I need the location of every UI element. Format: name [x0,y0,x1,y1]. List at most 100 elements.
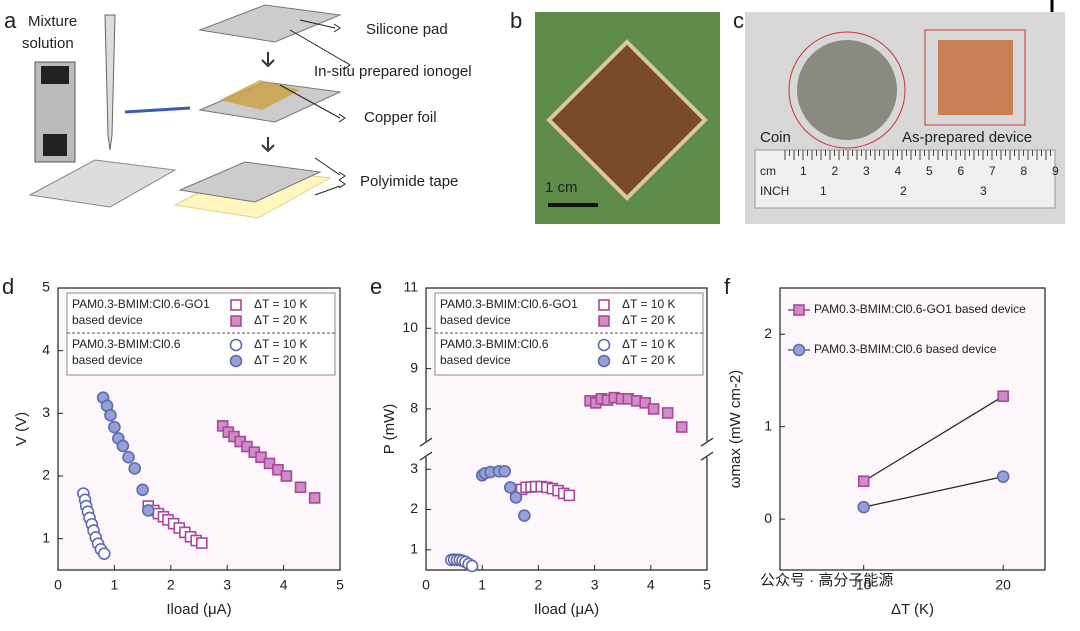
marker [598,315,610,327]
label: c [733,8,744,33]
label: ΔT = 20 K [622,353,676,367]
label: 1 cm [545,179,578,196]
marker [857,500,870,514]
axis-break [419,437,433,461]
label: Polyimide tape [360,173,458,190]
marker [857,475,870,488]
label: 0 [764,510,772,526]
marker [122,450,135,464]
marker [661,407,674,419]
label: 8 [1021,164,1028,178]
label: Iload (μA) [534,601,599,618]
label: 3 [42,404,50,420]
marker [598,299,610,311]
marker [503,481,517,494]
label: Iload (μA) [166,601,231,618]
label: 5 [336,577,344,593]
label: 4 [280,577,288,593]
label: PAM0.3-BMIM:Cl0.6-GO1 based device [814,302,1026,316]
label: ΔT = 10 K [622,337,676,351]
label: 0 [54,577,62,593]
label: 3 [591,577,599,593]
series-line [863,395,1004,482]
label: 2 [764,325,772,341]
arrowhead [338,113,346,123]
label: f [724,274,731,299]
label: ΔT = 10 K [622,297,676,311]
label: PAM0.3-BMIM:Cl0.6-GO1 [440,297,578,311]
marker [793,304,805,316]
label: P (mW) [381,404,398,455]
label: 1 [820,184,827,198]
label: PAM0.3-BMIM:Cl0.6 [440,337,549,351]
marker [229,338,243,352]
label: a [4,8,17,33]
marker [597,354,611,368]
label: d [2,274,14,299]
marker [196,537,208,549]
label: ΔT = 10 K [254,297,308,311]
marker [675,421,688,433]
label: Mixture [28,13,77,30]
label: 1 [478,577,486,593]
marker [263,457,276,470]
marker [97,547,111,561]
arrowhead [338,171,346,181]
axis-frame [779,287,1046,571]
label: based device [440,313,511,327]
label: 9 [410,359,418,375]
label: 3 [980,184,987,198]
label: In-situ prepared ionogel [314,63,472,80]
label: Coin [760,129,791,146]
marker [272,463,284,476]
arrowhead [343,60,351,70]
label: cm [760,164,776,178]
label: 3 [223,577,231,593]
legend-box [434,292,704,376]
label: 10 [856,577,872,593]
panel-a-art [28,4,346,219]
label: ωmax (mW cm-2) [727,370,744,488]
label: 1 [42,529,50,545]
label: PAM0.3-BMIM:Cl0.6 based device [814,342,997,356]
panel-c-art [745,0,1065,224]
label: 20 [995,577,1011,593]
marker [229,354,243,368]
marker [104,408,117,422]
label: 10 [402,319,418,335]
label: based device [72,353,143,367]
label: 5 [703,577,711,593]
label: V (V) [13,412,30,446]
label: 5 [42,279,50,295]
label: As-prepared device [902,129,1032,146]
panel-b-art [535,12,720,224]
label: PAM0.3-BMIM:Cl0.6-GO1 [72,297,210,311]
label: 6 [958,164,965,178]
label: 1 [111,577,119,593]
label: e [370,274,382,299]
series-line [863,476,1004,508]
label: 4 [895,164,902,178]
label: PAM0.3-BMIM:Cl0.6 [72,337,181,351]
label: 2 [410,500,418,516]
label: solution [22,35,74,52]
marker [294,481,307,494]
label: Copper foil [364,109,437,126]
label: Silicone pad [366,21,448,38]
marker [136,483,149,497]
marker [116,439,130,453]
label: based device [72,313,143,327]
axis-break [700,437,714,461]
marker [639,397,651,409]
marker [230,315,242,327]
label: 0 [422,577,430,593]
axis-frame [425,287,708,571]
arrowhead [333,23,341,33]
label: 9 [1052,164,1059,178]
label: ΔT = 20 K [622,313,676,327]
marker [792,343,806,357]
label: 11 [403,279,418,295]
marker [597,338,611,352]
label: 1 [800,164,807,178]
